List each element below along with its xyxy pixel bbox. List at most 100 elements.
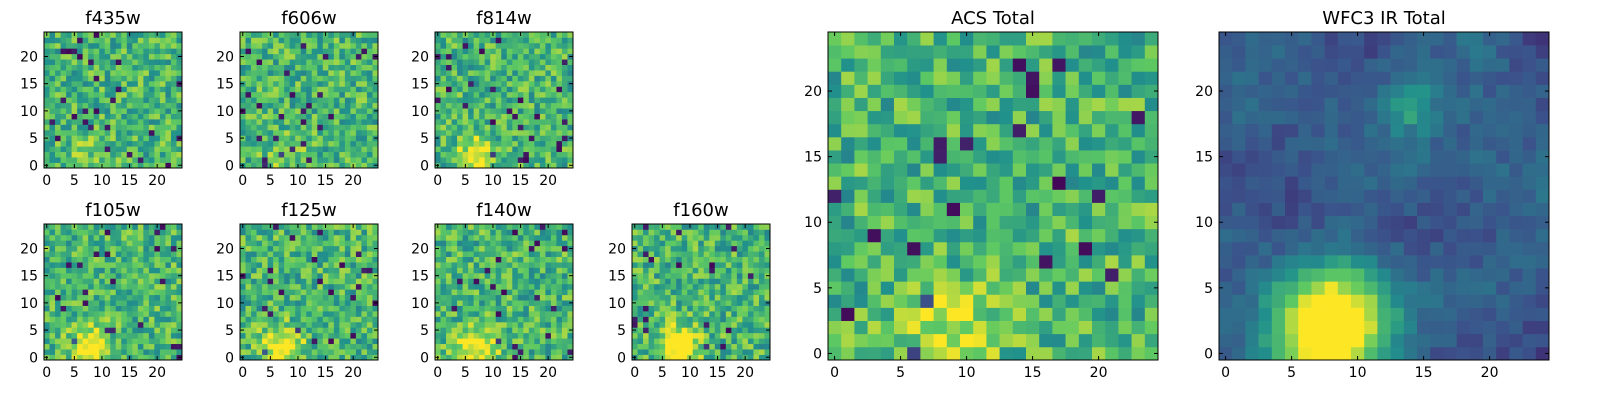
heatmap-cell [262,70,268,76]
heatmap-cell [251,135,257,142]
heatmap-cell [742,256,749,263]
heatmap-cell [545,48,552,55]
heatmap-cell [165,53,172,60]
heatmap-cell [176,37,183,44]
heatmap-cell [126,349,133,355]
heatmap-cell [154,108,161,114]
heatmap-cell [344,262,351,268]
heatmap-cell [720,283,727,290]
heatmap-cell [44,338,50,345]
heatmap-cell [446,305,452,312]
heatmap-cell [295,349,302,355]
heatmap-cell [71,229,78,236]
heatmap-cell [143,316,150,323]
heatmap-cell [165,262,172,268]
heatmap-cell [143,157,150,163]
heatmap-cell [339,294,346,301]
heatmap-cell [986,268,1000,282]
heatmap-cell [137,283,144,290]
heatmap-cell [539,332,546,339]
heatmap-cell [681,305,688,312]
heatmap-cell [344,151,351,158]
heatmap-cell [1131,163,1146,177]
heatmap-cell [473,354,480,361]
heatmap-cell [121,64,128,71]
heatmap-cell [262,97,268,104]
heatmap-cell [473,32,480,38]
heatmap-cell [501,151,508,158]
heatmap-cell [523,289,530,296]
heatmap-cell [372,42,379,49]
heatmap-cell [350,124,357,131]
heatmap-cell [148,37,155,44]
heatmap-cell [703,338,710,345]
heatmap-cell [468,316,474,323]
heatmap-cell [148,316,155,323]
heatmap-cell [355,97,362,104]
heatmap-cell [300,300,307,306]
heatmap-cell [670,316,677,323]
heatmap-cell [880,255,895,269]
heatmap-cell [55,327,61,334]
heatmap-cell [295,332,302,339]
heatmap-cell [462,327,469,334]
heatmap-cell [267,327,274,334]
heatmap-cell [692,338,699,345]
heatmap-cell [361,42,368,49]
heatmap-cell [104,80,111,87]
heatmap-cell [828,281,842,295]
heatmap-cell [495,64,502,71]
heatmap-cell [366,70,373,76]
heatmap-cell [534,283,541,290]
heatmap-cell [512,272,519,279]
heatmap-cell [648,224,655,230]
heatmap-cell [154,234,161,241]
heatmap-cell [484,283,491,290]
heatmap-cell [545,251,552,257]
heatmap-cell [355,129,362,136]
heatmap-cell [339,262,346,268]
heatmap-cell [440,124,447,131]
heatmap-cell [344,37,351,44]
heatmap-cell [725,283,732,290]
heatmap-cell [126,256,133,263]
heatmap-cell [322,311,329,317]
heatmap-cell [284,75,291,82]
heatmap-cell [435,59,441,65]
heatmap-cell [534,349,541,355]
heatmap-cell [267,289,274,296]
heatmap-cell [528,332,535,339]
heatmap-cell [300,305,307,312]
heatmap-cell [273,256,279,263]
heatmap-cell [973,150,987,164]
heatmap-cell [495,129,502,136]
heatmap-cell [506,37,513,44]
heatmap-cell [350,151,357,158]
x-tick-label: 5 [461,173,470,189]
heatmap-cell [366,343,373,350]
heatmap-cell [93,113,100,120]
heatmap-cell [256,289,263,296]
heatmap-cell [99,332,106,339]
heatmap-cell [1118,294,1132,308]
heatmap-cell [372,343,379,350]
heatmap-cell [1026,215,1040,230]
heatmap-cell [339,48,346,55]
heatmap-cell [66,157,72,163]
heatmap-cell [1078,346,1093,361]
heatmap-cell [446,129,452,136]
heatmap-cell [361,311,368,317]
heatmap-cell [534,42,541,49]
heatmap-cell [920,320,934,335]
heatmap-cell [115,32,122,38]
heatmap-cell [506,272,513,279]
heatmap-cell [306,113,313,120]
heatmap-cell [339,245,346,252]
heatmap-cell [44,289,50,296]
heatmap-cell [1092,346,1106,361]
heatmap-cell [300,80,307,87]
heatmap-cell [245,332,252,339]
heatmap-cell [556,162,563,169]
heatmap-cell [170,234,177,241]
heatmap-cell [60,91,67,98]
